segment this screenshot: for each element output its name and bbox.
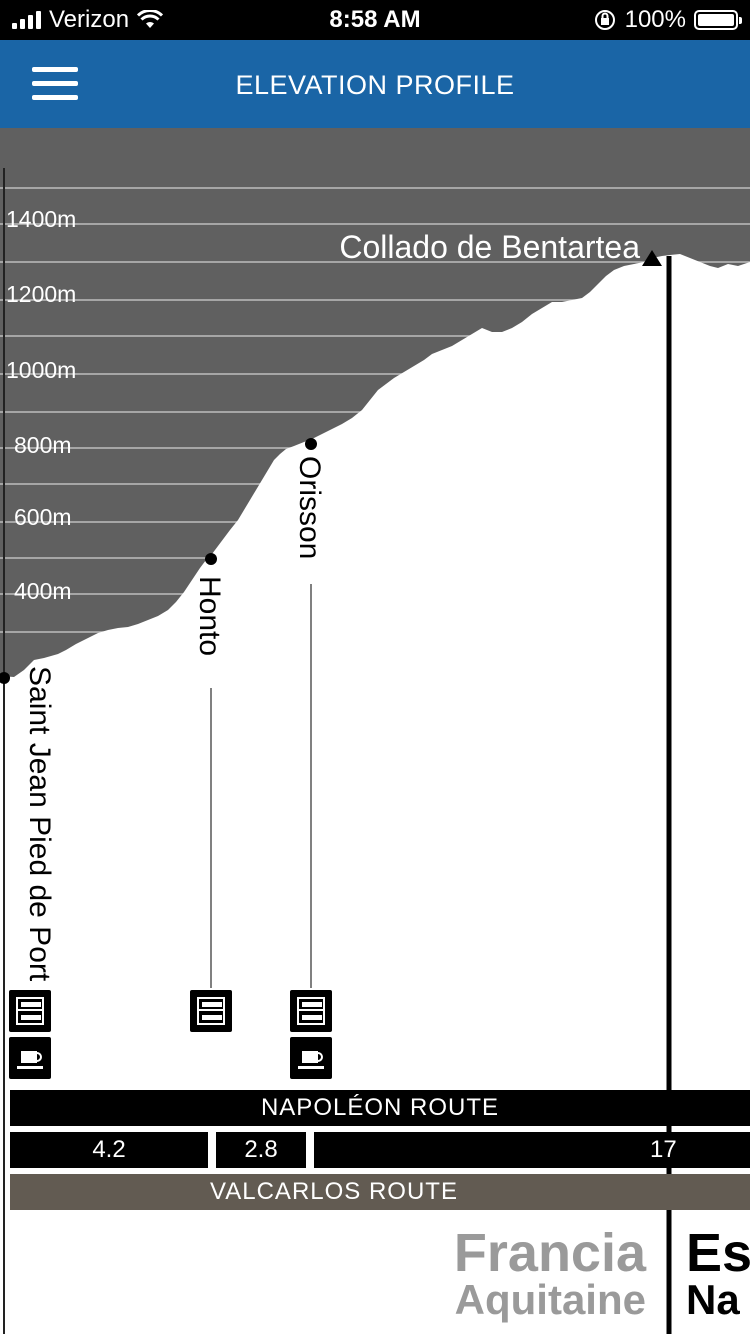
coffee-cup-icon[interactable] bbox=[9, 1037, 51, 1079]
elevation-chart[interactable]: Collado de Bentartea 1400m 1200m 1000m 8… bbox=[0, 128, 750, 1334]
orientation-lock-icon bbox=[594, 10, 615, 30]
nav-bar: ELEVATION PROFILE bbox=[0, 40, 750, 128]
waypoint-label-honto: Honto bbox=[193, 576, 226, 656]
y-tick-1400: 1400m bbox=[6, 206, 76, 232]
region-name-left: Aquitaine bbox=[454, 1276, 646, 1323]
elevation-profile-svg: Collado de Bentartea 1400m 1200m 1000m 8… bbox=[0, 128, 750, 1334]
y-tick-400: 400m bbox=[14, 578, 72, 604]
signal-icon bbox=[12, 11, 41, 29]
region-country-right: Es bbox=[686, 1223, 750, 1283]
segment-distance-2[interactable]: 2.8 bbox=[216, 1132, 306, 1168]
bunk-bed-icon[interactable] bbox=[290, 990, 332, 1032]
status-right: 100% bbox=[593, 6, 742, 34]
valcarlos-route-label: VALCARLOS ROUTE bbox=[210, 1178, 458, 1205]
napoleon-route-label: NAPOLÉON ROUTE bbox=[260, 1094, 500, 1121]
valcarlos-route-band[interactable]: VALCARLOS ROUTE bbox=[10, 1174, 750, 1210]
segment-distance-3-label: 17 bbox=[650, 1136, 677, 1163]
y-tick-labels: 1400m 1200m 1000m 800m 600m 400m bbox=[6, 206, 76, 604]
status-bar: Verizon 8:58 AM 100% bbox=[0, 0, 750, 40]
napoleon-route-band[interactable]: NAPOLÉON ROUTE bbox=[10, 1090, 750, 1126]
page-title: ELEVATION PROFILE bbox=[235, 70, 515, 100]
region-country-left: Francia bbox=[453, 1223, 646, 1283]
y-tick-800: 800m bbox=[14, 432, 72, 458]
status-left: Verizon bbox=[12, 6, 164, 34]
y-tick-600: 600m bbox=[14, 504, 72, 530]
waypoint-dot-saint-jean[interactable] bbox=[0, 672, 10, 684]
waypoint-label-orisson: Orisson bbox=[293, 456, 326, 559]
waypoint-dot-orisson[interactable] bbox=[305, 438, 317, 450]
hamburger-menu-icon[interactable] bbox=[32, 67, 80, 101]
waypoint-dot-honto[interactable] bbox=[205, 553, 217, 565]
summit-triangle-icon[interactable] bbox=[642, 250, 662, 266]
summit-label: Collado de Bentartea bbox=[339, 229, 640, 265]
status-time: 8:58 AM bbox=[329, 6, 421, 33]
y-tick-1000: 1000m bbox=[6, 357, 76, 383]
battery-icon bbox=[694, 10, 742, 30]
region-name-right: Na bbox=[686, 1276, 740, 1323]
coffee-cup-icon[interactable] bbox=[290, 1037, 332, 1079]
y-tick-1200: 1200m bbox=[6, 281, 76, 307]
terrain-area bbox=[0, 254, 750, 1334]
wifi-icon bbox=[137, 10, 164, 28]
battery-percent: 100% bbox=[624, 6, 686, 33]
segment-distance-1[interactable]: 4.2 bbox=[10, 1132, 208, 1168]
bunk-bed-icon[interactable] bbox=[9, 990, 51, 1032]
segment-distance-3[interactable]: 17 bbox=[314, 1132, 750, 1168]
bunk-bed-icon[interactable] bbox=[190, 990, 232, 1032]
waypoint-label-saint-jean: Saint Jean Pied de Port bbox=[23, 666, 56, 982]
carrier-label: Verizon bbox=[49, 6, 130, 33]
